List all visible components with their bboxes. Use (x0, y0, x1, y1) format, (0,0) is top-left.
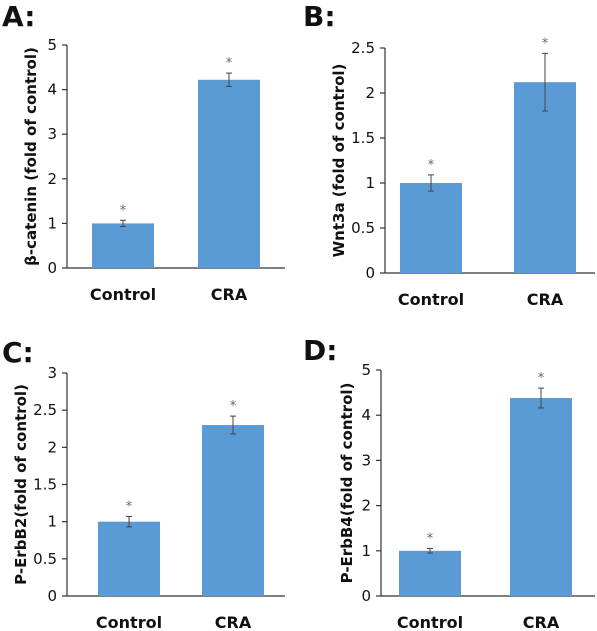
y-tick-label: 0.5 (33, 550, 57, 568)
y-axis-label: β-catenin (fold of control) (22, 47, 40, 266)
significance-marker: * (126, 499, 133, 514)
y-tick-label: 2.5 (33, 401, 57, 419)
y-tick-label: 5 (47, 36, 57, 54)
y-axis-label: P-ErbB4(fold of control) (338, 383, 356, 584)
y-tick-label: 2 (361, 497, 371, 515)
bar-control (98, 521, 160, 596)
bar-control (399, 550, 461, 596)
y-axis-label: P-ErbB2(fold of control) (12, 384, 30, 585)
y-tick-label: 3 (361, 451, 371, 469)
chart-panel-1: A: 0 1 2 3 4 5 * Control * CRA β-catenin (fold of c… (2, 0, 285, 304)
y-tick-label: 3 (47, 125, 57, 143)
x-tick-label-cra: CRA (215, 613, 252, 631)
y-axis-label: Wnt3a (fold of control) (330, 64, 348, 258)
y-tick-label: 5 (361, 361, 371, 379)
y-tick-label: 1 (361, 542, 371, 560)
significance-marker: * (226, 56, 233, 71)
y-tick-label: 0 (47, 259, 57, 277)
y-tick-label: 0 (361, 587, 371, 605)
y-tick-label: 3 (47, 364, 57, 382)
panel-letter: A: (2, 0, 35, 33)
x-tick-label-control: Control (397, 613, 463, 631)
panel-letter: D: (303, 334, 337, 367)
y-tick-label: 0 (47, 587, 57, 605)
bar-control (92, 223, 154, 268)
y-tick-label: 1 (47, 214, 57, 232)
y-tick-label: 1 (365, 174, 375, 192)
x-tick-label-control: Control (96, 613, 162, 631)
y-tick-label: 0 (365, 264, 375, 282)
bar-cra (198, 79, 260, 269)
y-tick-label: 2 (47, 438, 57, 456)
chart-panel-4: D: 0 1 2 3 4 5 * Control * CRA P-ErbB4(fold of cont… (303, 334, 595, 631)
x-tick-label-cra: CRA (523, 613, 560, 631)
bar-control (400, 183, 462, 273)
y-tick-label: 2 (47, 170, 57, 188)
y-tick-label: 0.5 (351, 219, 375, 237)
y-tick-label: 1.5 (33, 476, 57, 494)
significance-marker: * (428, 158, 435, 173)
y-tick-label: 2 (365, 84, 375, 102)
x-tick-label-cra: CRA (211, 285, 248, 304)
chart-panel-3: C: 0 0.5 1 1.5 2 2.5 3 * Control * CRA P-ErbB2(fold … (2, 336, 285, 631)
y-tick-label: 1.5 (351, 129, 375, 147)
y-tick-label: 4 (361, 406, 371, 424)
significance-marker: * (120, 203, 127, 218)
chart-panel-2: B: 0 0.5 1 1.5 2 2.5 * Control * CRA Wnt3a (fold of… (303, 0, 595, 309)
y-tick-label: 1 (47, 513, 57, 531)
x-tick-label-cra: CRA (527, 290, 564, 309)
x-tick-label-control: Control (398, 290, 464, 309)
panel-letter: B: (303, 0, 336, 33)
bar-cra (510, 398, 572, 596)
x-tick-label-control: Control (90, 285, 156, 304)
y-tick-label: 4 (47, 81, 57, 99)
significance-marker: * (230, 399, 237, 414)
y-tick-label: 2.5 (351, 39, 375, 57)
significance-marker: * (542, 36, 549, 51)
significance-marker: * (427, 532, 434, 547)
significance-marker: * (538, 371, 545, 386)
panel-letter: C: (2, 336, 34, 369)
bar-cra (202, 425, 264, 596)
bar-cra (514, 82, 576, 273)
